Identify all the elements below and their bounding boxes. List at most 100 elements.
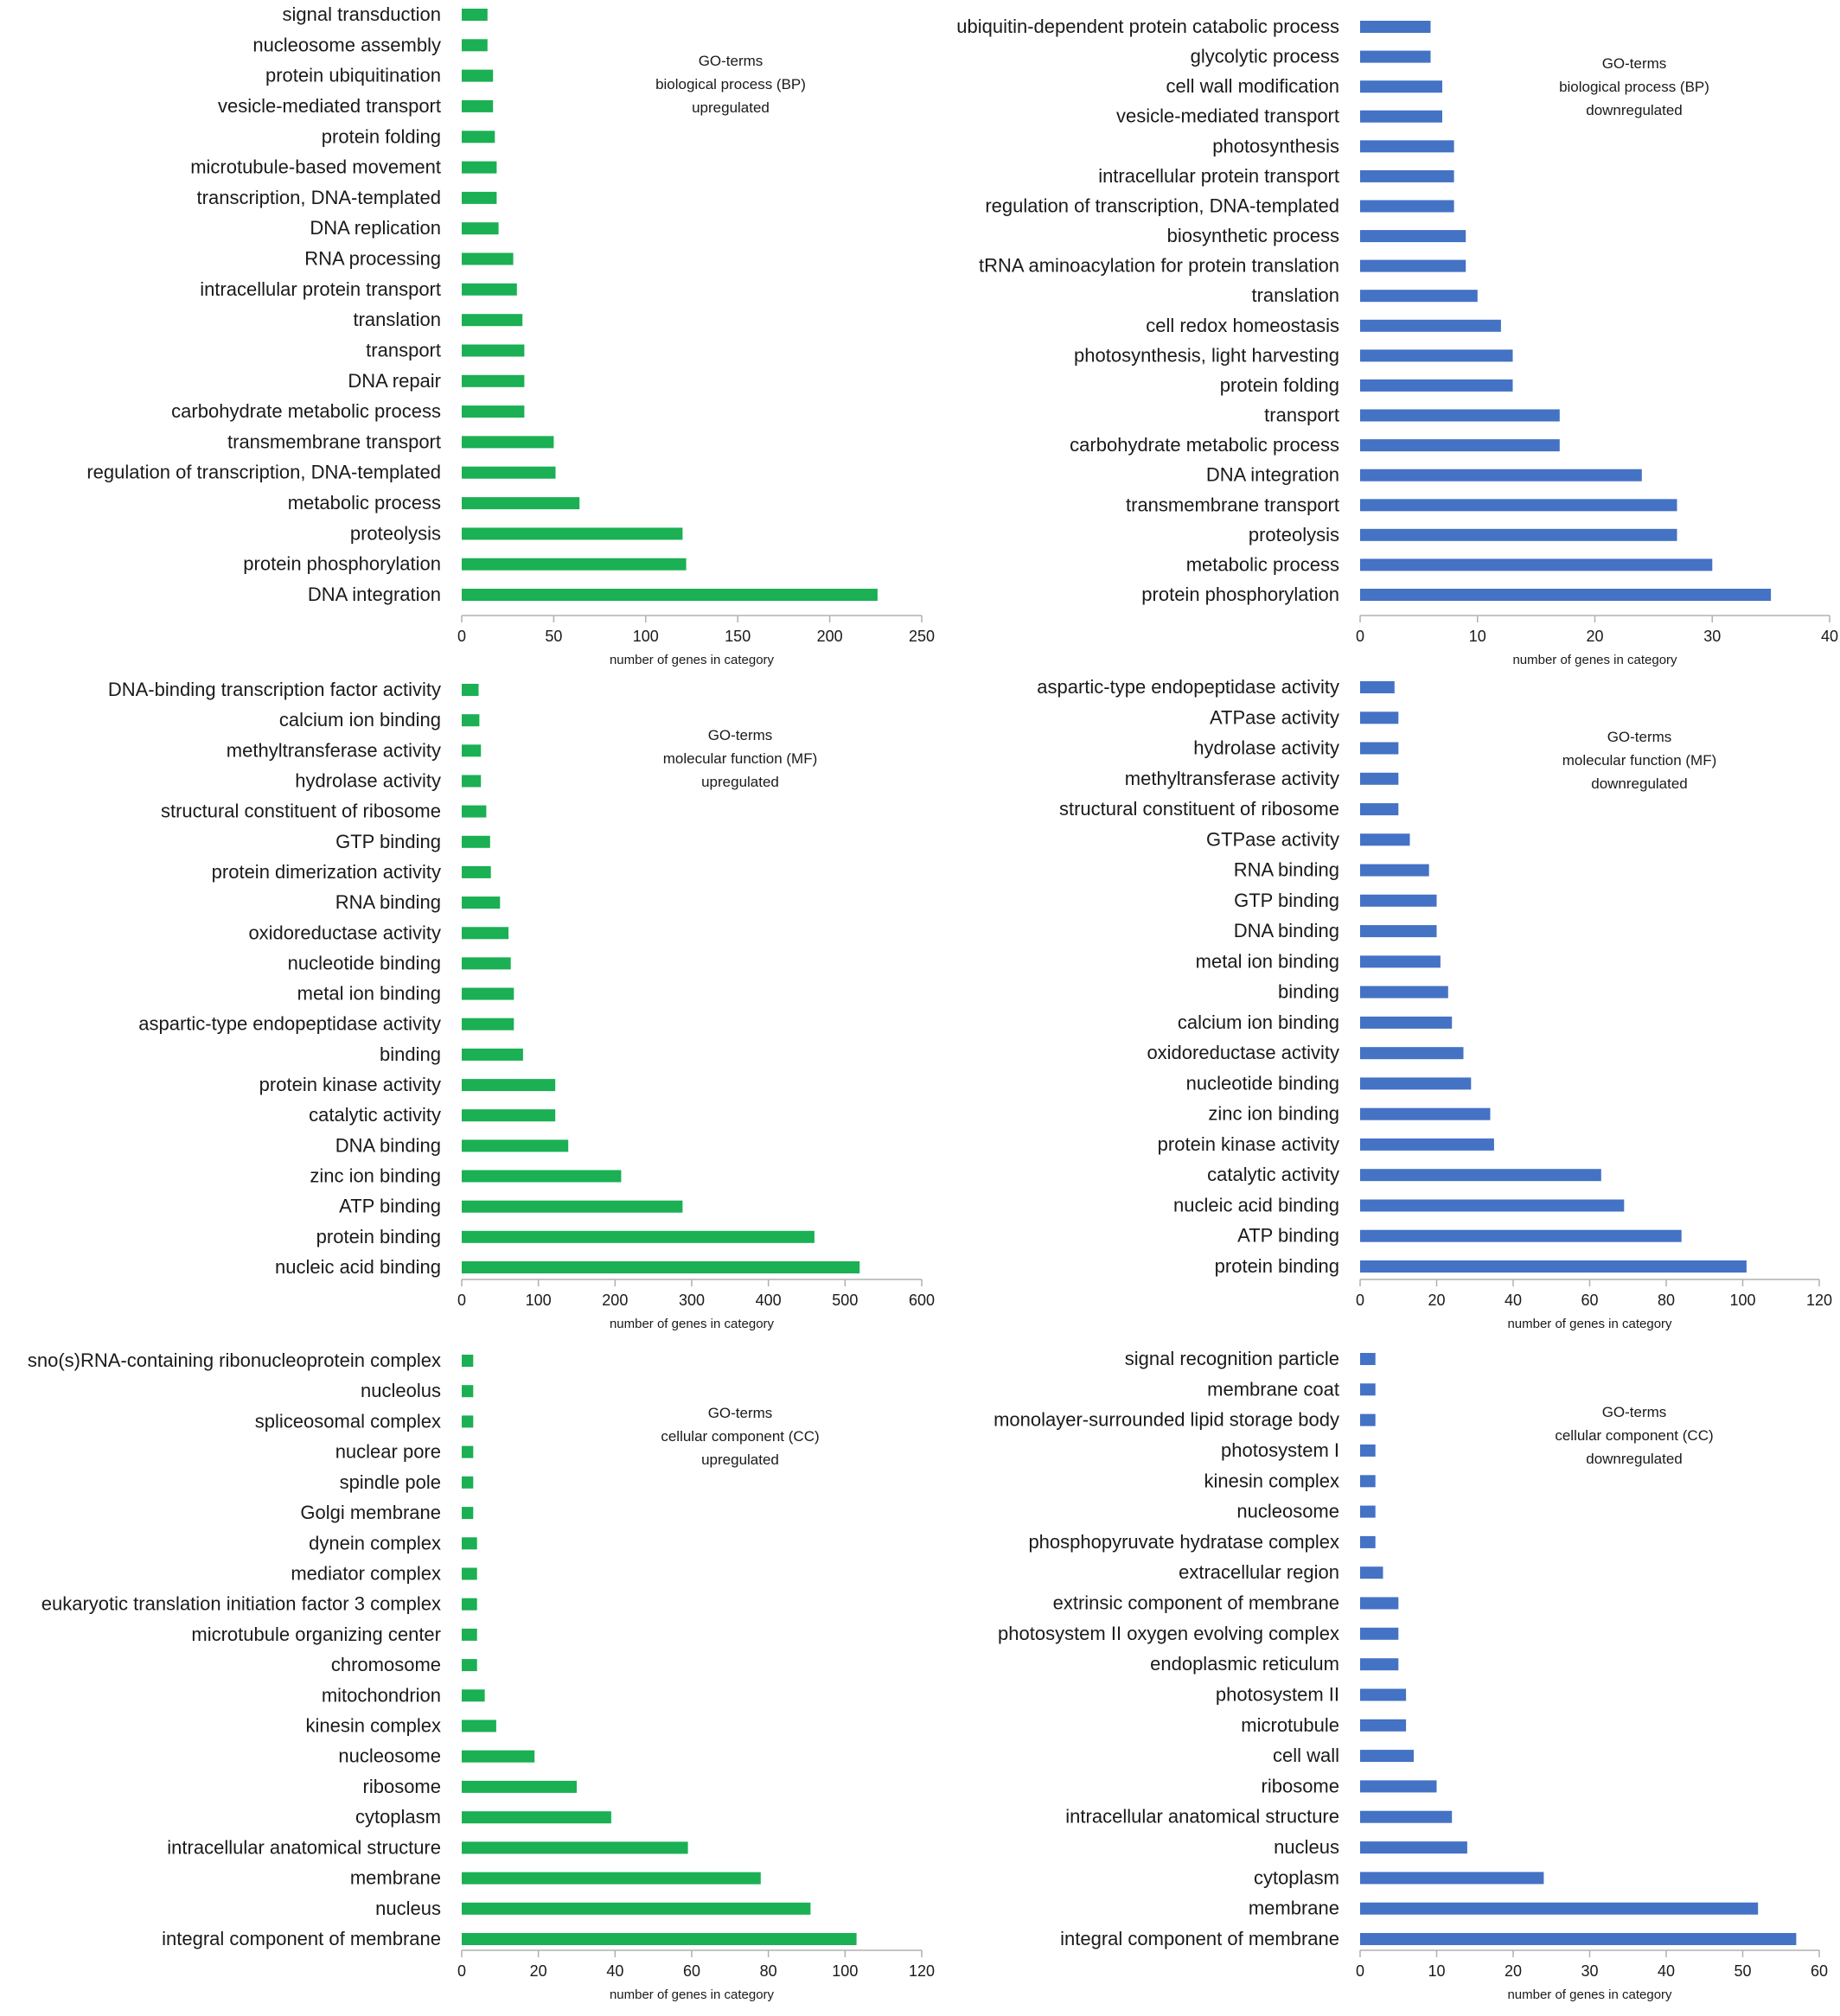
bar <box>462 714 480 727</box>
category-label: zinc ion binding <box>1208 1103 1339 1125</box>
category-label: methyltransferase activity <box>227 739 441 761</box>
bar <box>462 1902 811 1915</box>
x-tick-label: 40 <box>1821 628 1838 645</box>
annotation-line: GO-terms <box>699 53 763 69</box>
x-axis-title: number of genes in category <box>1507 1317 1672 1331</box>
bar <box>462 252 514 265</box>
category-label: microtubule organizing center <box>191 1624 441 1645</box>
category-label: nucleolus <box>361 1380 441 1401</box>
category-label: extrinsic component of membrane <box>1053 1592 1339 1614</box>
bar <box>462 1170 622 1183</box>
bar <box>1360 925 1437 938</box>
category-label: DNA binding <box>1234 920 1339 941</box>
bar <box>462 1872 761 1885</box>
category-label: biosynthetic process <box>1167 225 1339 246</box>
bar <box>1360 589 1772 601</box>
category-label: phosphopyruvate hydratase complex <box>1028 1531 1339 1553</box>
category-label: nucleosome assembly <box>252 34 441 55</box>
category-label: nucleotide binding <box>1186 1072 1339 1094</box>
category-label: calcium ion binding <box>1178 1011 1339 1033</box>
category-label: DNA repair <box>348 370 441 392</box>
category-label: microtubule <box>1241 1714 1339 1736</box>
category-label: metabolic process <box>1186 553 1339 575</box>
category-label: protein folding <box>322 125 441 147</box>
x-tick-label: 20 <box>1505 1962 1522 1980</box>
bar <box>1360 1383 1376 1396</box>
category-label: ATP binding <box>1237 1225 1339 1247</box>
category-label: aspartic-type endopeptidase activity <box>1037 676 1339 698</box>
x-tick-label: 100 <box>526 1292 552 1309</box>
chart-panel-4: aspartic-type endopeptidase activity ATPa… <box>1037 676 1832 1331</box>
bar <box>1360 379 1513 392</box>
category-label: oxidoreductase activity <box>1147 1042 1339 1063</box>
bar <box>1360 1353 1376 1365</box>
bar <box>462 1537 477 1550</box>
x-tick-label: 100 <box>1729 1292 1755 1309</box>
bar <box>1360 1658 1399 1671</box>
bar <box>1360 986 1448 998</box>
x-tick-label: 40 <box>606 1962 623 1980</box>
category-label: aspartic-type endopeptidase activity <box>138 1013 441 1035</box>
x-tick-label: 60 <box>683 1962 700 1980</box>
annotation-line: GO-terms <box>708 1405 773 1421</box>
bar <box>1360 1902 1759 1915</box>
category-label: transcription, DNA-templated <box>197 187 441 208</box>
bar <box>462 1355 474 1367</box>
x-tick-label: 120 <box>909 1962 935 1980</box>
category-label: catalytic activity <box>1207 1164 1339 1185</box>
category-label: membrane <box>1249 1898 1339 1919</box>
bar <box>1360 1138 1494 1151</box>
bar <box>1360 1719 1407 1732</box>
bar <box>1360 230 1466 243</box>
category-label: GTPase activity <box>1206 828 1339 850</box>
bar <box>1360 955 1441 968</box>
x-tick-label: 0 <box>457 1962 466 1980</box>
x-tick-label: 600 <box>909 1292 935 1309</box>
x-tick-label: 10 <box>1428 1962 1445 1980</box>
bar <box>462 1079 556 1092</box>
x-tick-label: 200 <box>602 1292 628 1309</box>
bar <box>1360 1229 1682 1242</box>
category-label: mitochondrion <box>322 1684 441 1706</box>
category-label: nucleic acid binding <box>1173 1195 1339 1216</box>
category-label: binding <box>380 1043 441 1065</box>
category-label: ATP binding <box>339 1196 441 1217</box>
annotation-line: GO-terms <box>1607 729 1672 745</box>
category-label: nucleosome <box>338 1745 441 1767</box>
bar <box>1360 1841 1467 1854</box>
bar <box>1360 1505 1376 1518</box>
annotation-line: upregulated <box>701 774 779 790</box>
bar <box>462 1689 485 1702</box>
category-label: photosynthesis, light harvesting <box>1074 344 1339 366</box>
bar <box>462 1048 523 1061</box>
category-label: metal ion binding <box>1196 950 1339 972</box>
category-label: protein dimerization activity <box>212 861 441 883</box>
category-label: nuclear pore <box>335 1441 441 1463</box>
category-label: microtubule-based movement <box>190 156 441 178</box>
category-label: metabolic process <box>288 492 441 514</box>
bar <box>462 1445 474 1458</box>
category-label: chromosome <box>331 1654 441 1675</box>
bar <box>462 1415 474 1428</box>
x-tick-label: 10 <box>1469 628 1486 645</box>
category-label: protein folding <box>1220 374 1339 396</box>
category-label: ATPase activity <box>1210 706 1339 728</box>
bar <box>1360 1597 1399 1610</box>
bar <box>462 1230 815 1243</box>
bar <box>462 775 482 788</box>
x-tick-label: 400 <box>756 1292 782 1309</box>
annotation-line: downregulated <box>1586 1451 1683 1467</box>
annotation-line: molecular function (MF) <box>663 750 818 767</box>
category-label: hydrolase activity <box>295 770 441 792</box>
category-label: sno(s)RNA-containing ribonucleoprotein c… <box>28 1349 441 1371</box>
category-label: zinc ion binding <box>310 1165 441 1187</box>
bar <box>1360 1810 1453 1823</box>
category-label: cell redox homeostasis <box>1146 315 1339 336</box>
bar <box>462 161 497 174</box>
bar <box>1360 21 1431 33</box>
category-label: ubiquitin-dependent protein catabolic pr… <box>956 16 1339 37</box>
category-label: intracellular protein transport <box>1098 165 1339 187</box>
bar <box>1360 50 1431 63</box>
bar <box>462 589 878 601</box>
category-label: protein binding <box>316 1226 441 1247</box>
